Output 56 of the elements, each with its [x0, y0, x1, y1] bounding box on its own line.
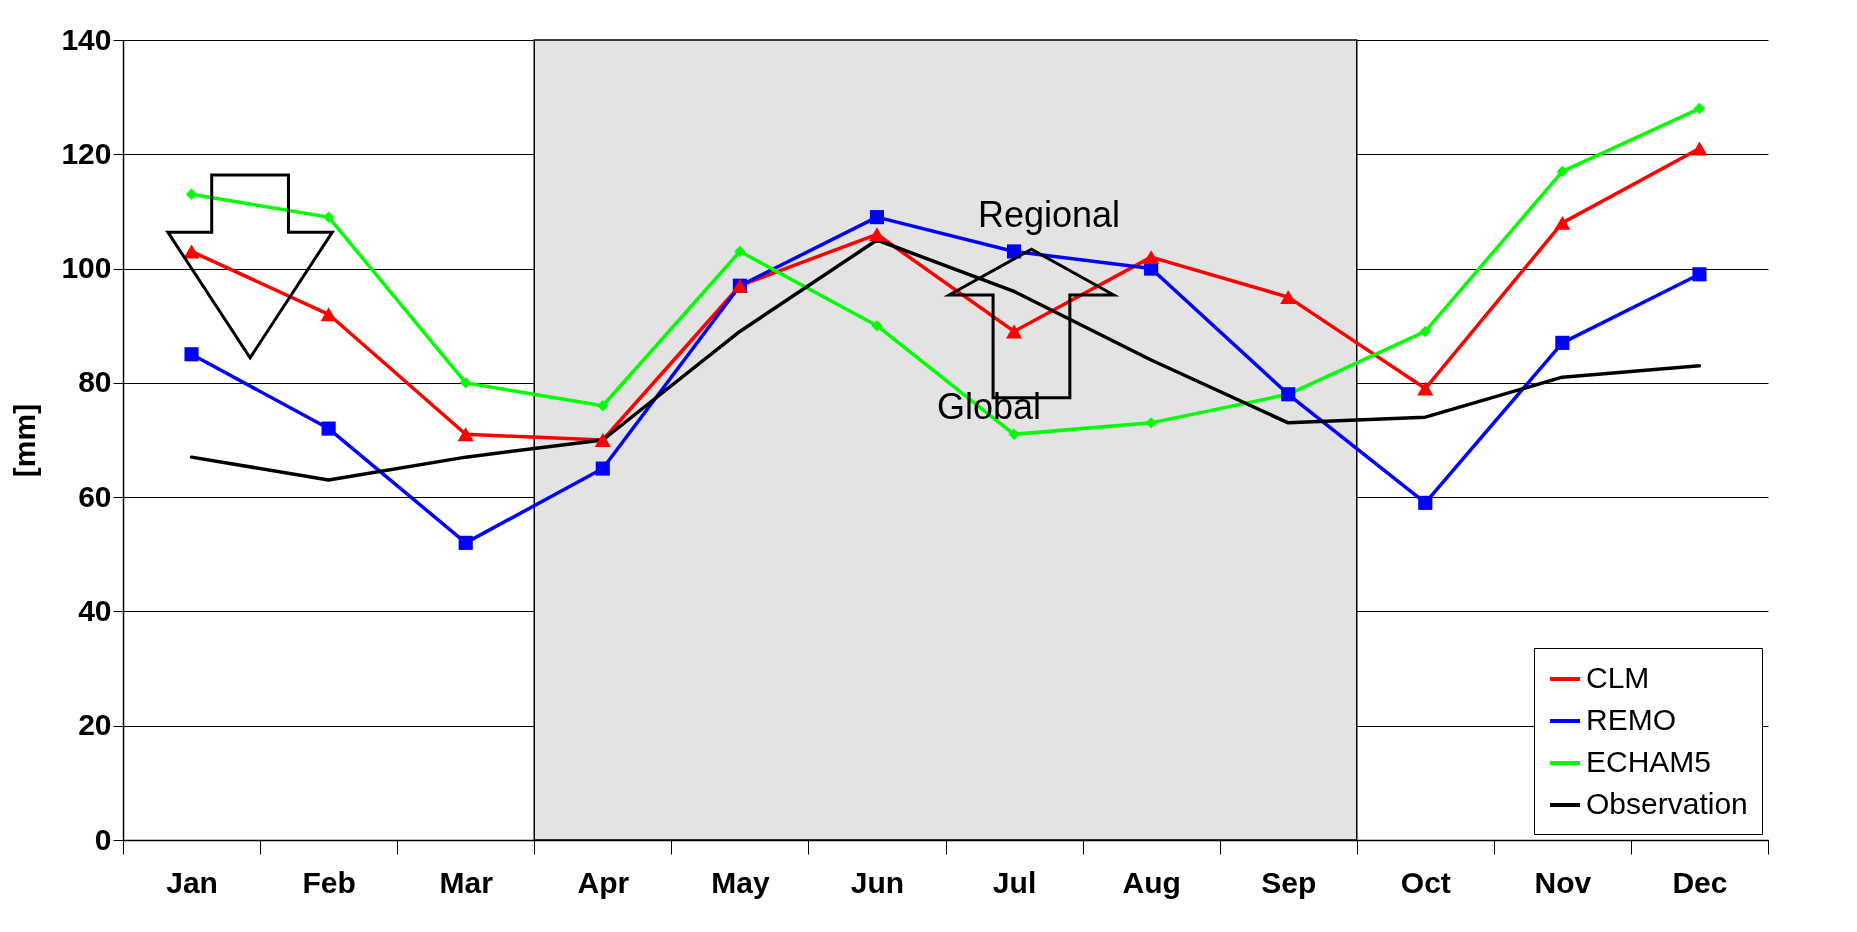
point — [322, 211, 335, 223]
x-tick-label: May — [711, 865, 770, 899]
y-tick-label: 0 — [94, 822, 112, 856]
point — [595, 461, 610, 476]
point — [183, 244, 200, 259]
x-tick-label: Aug — [1122, 865, 1181, 899]
y-tick-label: 40 — [78, 593, 112, 627]
x-tick-label: Jan — [166, 865, 218, 899]
point — [1693, 102, 1706, 115]
y-axis-title: [mm] — [8, 403, 42, 478]
point — [1555, 335, 1570, 350]
y-tick-label: 100 — [61, 251, 112, 285]
y-tick-label: 20 — [78, 708, 112, 742]
point — [1143, 250, 1160, 265]
point — [184, 347, 199, 362]
point — [869, 210, 885, 225]
point — [320, 307, 337, 322]
legend-label: Observation — [1586, 787, 1748, 820]
point — [457, 427, 474, 442]
y-tick-label: 120 — [61, 136, 112, 170]
point — [1280, 290, 1297, 305]
point — [1417, 381, 1434, 396]
point — [458, 535, 473, 550]
point — [1005, 324, 1023, 339]
point — [1418, 495, 1433, 510]
point — [1691, 141, 1708, 156]
y-tick-label: 60 — [78, 479, 112, 513]
x-tick-label: Nov — [1534, 865, 1592, 899]
y-tick-label: 80 — [78, 365, 112, 399]
point — [185, 188, 198, 200]
y-tick-label: 140 — [61, 22, 112, 56]
legend-label: CLM — [1586, 661, 1650, 694]
point — [1554, 215, 1571, 230]
point — [1692, 267, 1707, 282]
point — [734, 245, 746, 258]
x-tick-label: Dec — [1672, 865, 1728, 899]
x-tick-label: Sep — [1261, 865, 1317, 899]
x-tick-label: Mar — [439, 865, 494, 899]
annotation: Regional — [977, 194, 1121, 235]
legend-label: REMO — [1586, 703, 1676, 736]
point — [597, 400, 609, 412]
x-tick-label: Feb — [302, 865, 356, 899]
point — [871, 320, 883, 332]
x-tick-label: Jul — [992, 865, 1037, 899]
point — [1556, 165, 1569, 178]
x-tick-label: Apr — [577, 865, 630, 899]
point — [1145, 417, 1157, 429]
point — [1008, 428, 1020, 440]
legend-label: ECHAM5 — [1586, 745, 1712, 778]
point — [594, 433, 611, 447]
point — [868, 227, 886, 242]
point — [1419, 325, 1431, 338]
point — [460, 377, 472, 389]
x-tick-label: Jun — [850, 865, 905, 899]
x-tick-label: Oct — [1400, 865, 1451, 899]
point — [321, 421, 336, 436]
